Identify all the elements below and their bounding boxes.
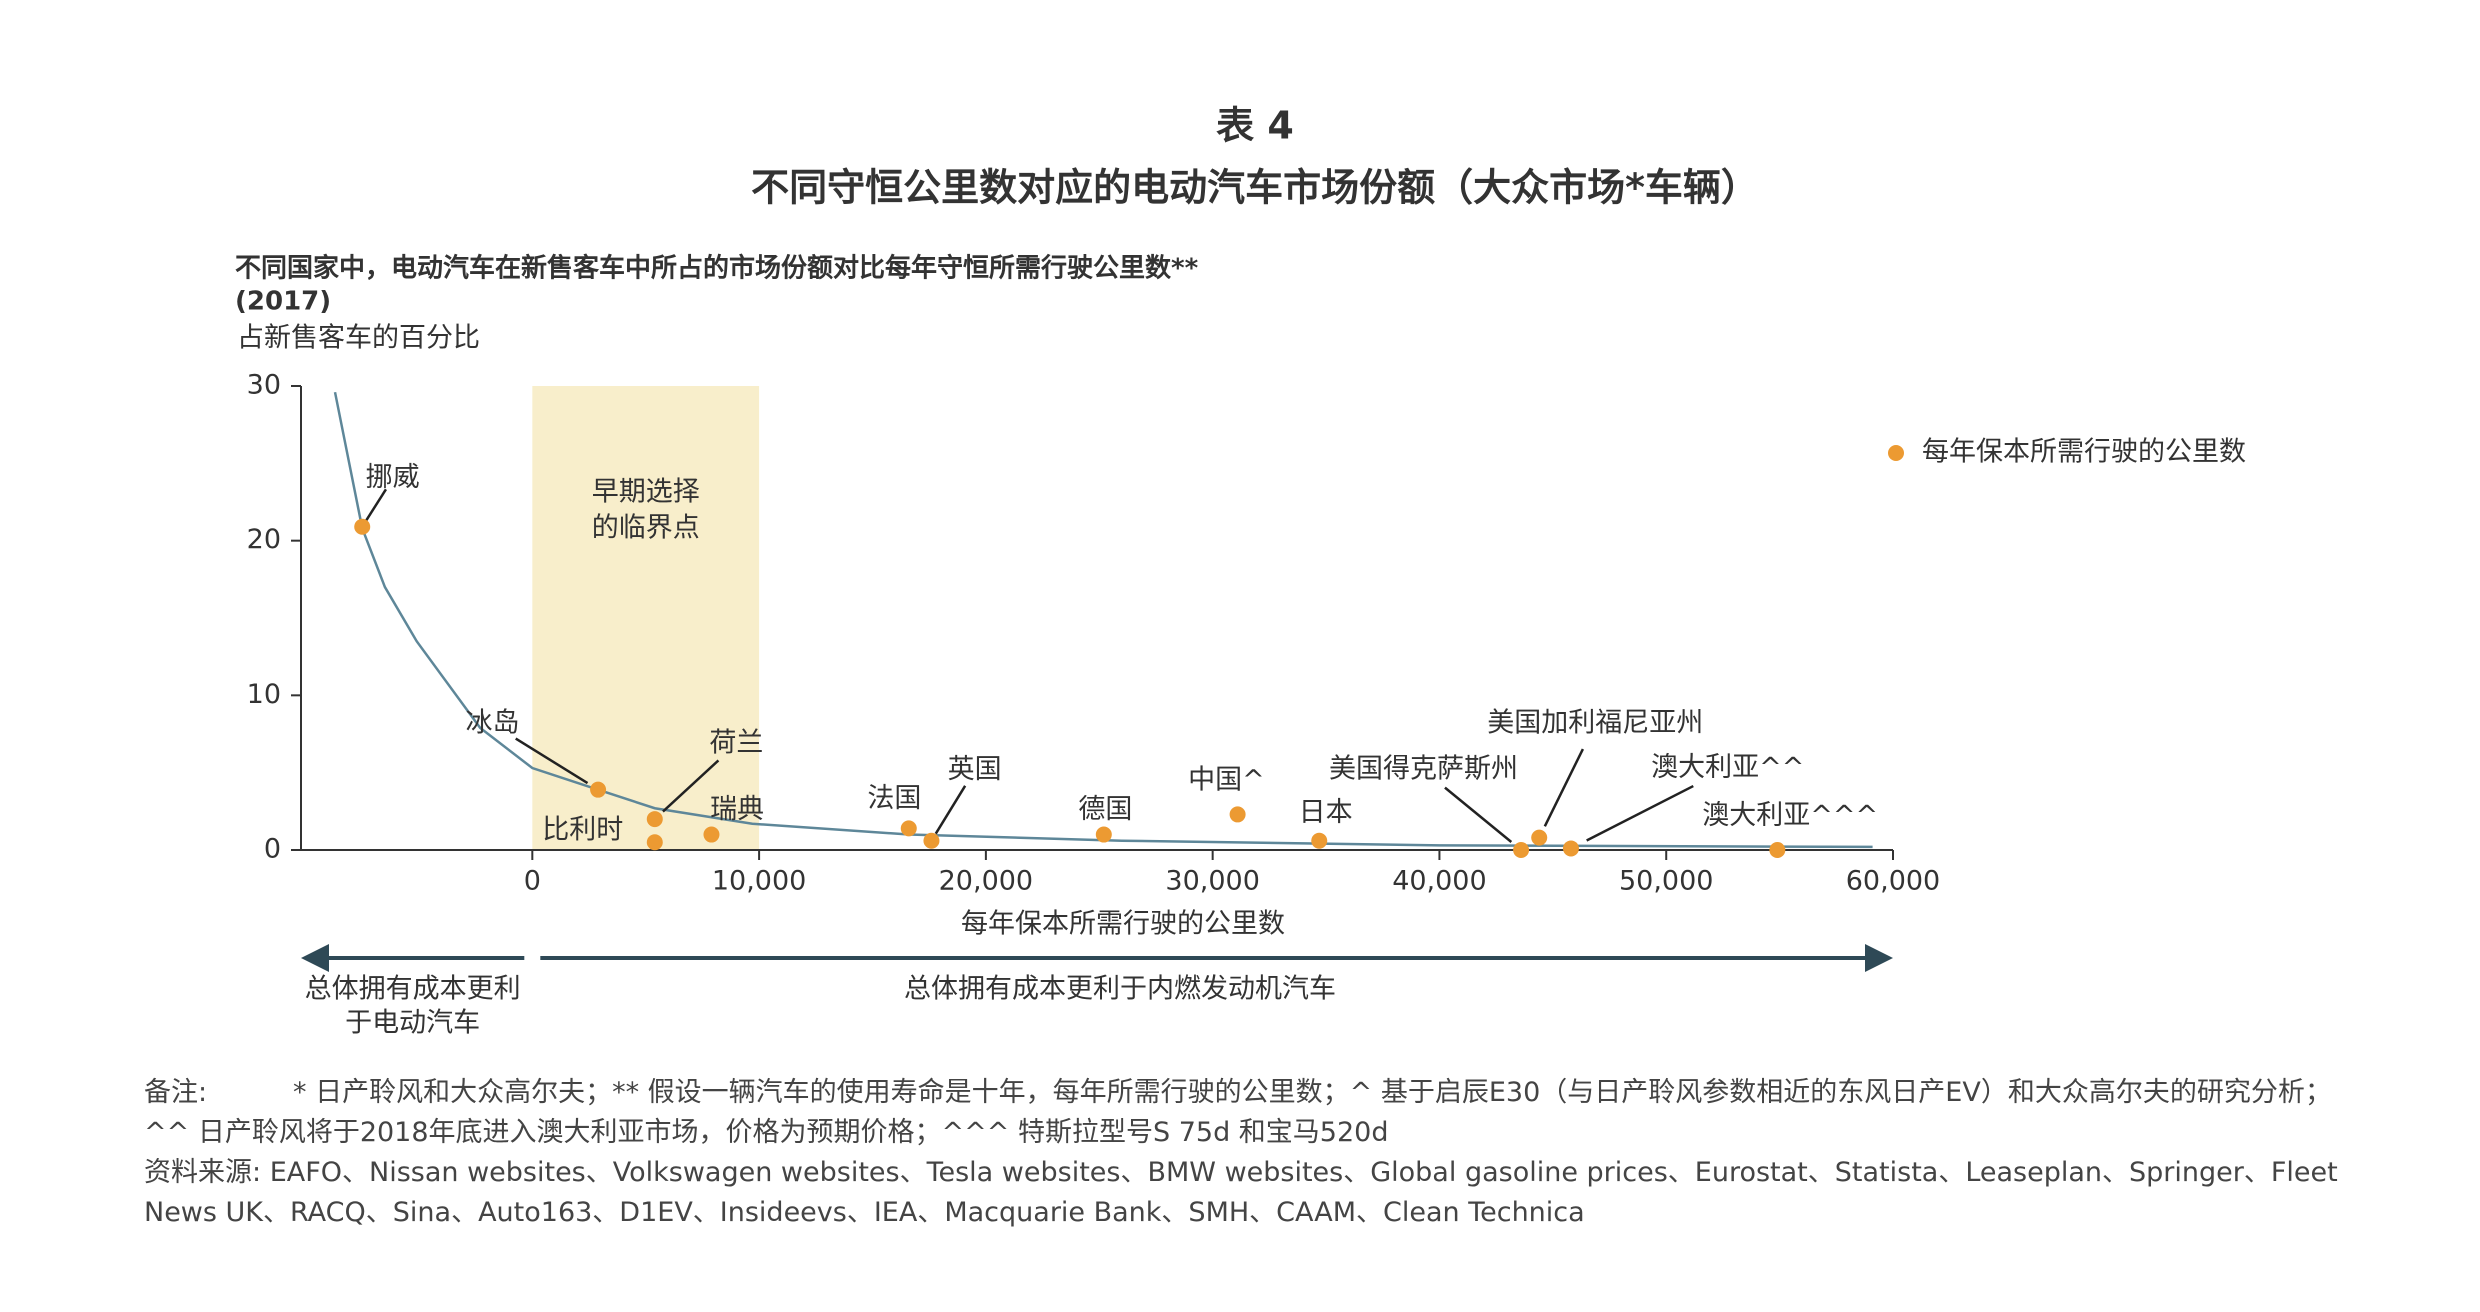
point-label: 法国	[867, 783, 921, 814]
highlight-label: 的临界点	[592, 513, 700, 544]
highlight-label: 早期选择	[592, 477, 700, 508]
point	[1531, 829, 1548, 846]
point-label: 日本	[1299, 797, 1353, 828]
leader-line	[364, 488, 387, 523]
x-tick-label: 40,000	[1392, 866, 1486, 897]
title: 表 4	[1216, 104, 1294, 148]
point	[1311, 832, 1328, 849]
point	[1562, 840, 1579, 857]
point	[646, 834, 663, 851]
source-label: 资料来源:	[144, 1157, 262, 1188]
arrow-label: 总体拥有成本更利	[305, 974, 521, 1005]
leader-line	[934, 785, 967, 835]
point-label: 冰岛	[465, 708, 519, 739]
point	[1095, 826, 1112, 843]
y-tick-label: 20	[247, 524, 281, 555]
arrow-head	[301, 944, 329, 972]
point-label: 瑞典	[710, 794, 764, 825]
point	[354, 518, 371, 535]
notes-text: * 日产聆风和大众高尔夫；** 假设一辆汽车的使用寿命是十年，每年所需行驶的公里…	[144, 1077, 2332, 1148]
legend-label: 每年保本所需行驶的公里数	[1922, 437, 2246, 468]
point	[590, 781, 607, 798]
point-label: 比利时	[542, 815, 623, 846]
point-label: 澳大利亚^^	[1651, 752, 1804, 783]
chart-title: (2017)	[235, 287, 331, 317]
legend-marker	[1888, 445, 1904, 461]
leader-line	[1586, 784, 1694, 842]
subtitle: 不同守恒公里数对应的电动汽车市场份额（大众市场*车辆）	[751, 166, 1759, 210]
leader-line	[1543, 748, 1585, 827]
x-tick-label: 0	[524, 866, 541, 897]
point	[1229, 806, 1246, 823]
source-text: EAFO、Nissan websites、Volkswagen websites…	[144, 1157, 2338, 1228]
y-axis-label: 占新售客车的百分比	[237, 323, 480, 354]
x-axis-label: 每年保本所需行驶的公里数	[961, 909, 1285, 940]
point	[923, 832, 940, 849]
leader-line	[515, 737, 589, 785]
point-label: 澳大利亚^^^	[1702, 800, 1878, 831]
point	[1513, 842, 1530, 858]
point	[1769, 842, 1786, 858]
point-label: 中国^	[1188, 764, 1265, 795]
point	[646, 811, 663, 828]
notes: 备注: * 日产聆风和大众高尔夫；** 假设一辆汽车的使用寿命是十年，每年所需行驶…	[144, 1073, 2374, 1153]
point-label: 美国加利福尼亚州	[1487, 708, 1703, 739]
notes-label: 备注:	[144, 1077, 208, 1108]
point	[900, 820, 917, 837]
point-label: 挪威	[366, 462, 420, 493]
point-label: 荷兰	[709, 727, 763, 758]
arrow-label: 总体拥有成本更利于内燃发动机汽车	[904, 974, 1336, 1005]
leader-line	[1444, 786, 1513, 843]
y-tick-label: 0	[264, 834, 281, 865]
point-label: 德国	[1078, 794, 1132, 825]
x-tick-label: 30,000	[1165, 866, 1259, 897]
y-tick-label: 30	[247, 370, 281, 401]
arrow-label: 于电动汽车	[345, 1008, 480, 1039]
point-label: 英国	[948, 754, 1002, 785]
x-tick-label: 50,000	[1619, 866, 1713, 897]
x-tick-label: 10,000	[712, 866, 806, 897]
leader-line	[662, 759, 720, 813]
chart: 表 4 不同守恒公里数对应的电动汽车市场份额（大众市场*车辆） 不同国家中，电动…	[235, 104, 2246, 1039]
chart-title: 不同国家中，电动汽车在新售客车中所占的市场份额对比每年守恒所需行驶公里数**	[235, 253, 1199, 284]
source: 资料来源: EAFO、Nissan websites、Volkswagen we…	[144, 1153, 2374, 1233]
arrow-head	[1865, 944, 1893, 972]
y-tick-label: 10	[247, 679, 281, 710]
x-tick-label: 60,000	[1846, 866, 1940, 897]
point	[703, 826, 720, 843]
point-label: 美国得克萨斯州	[1329, 754, 1518, 785]
x-tick-label: 20,000	[939, 866, 1033, 897]
